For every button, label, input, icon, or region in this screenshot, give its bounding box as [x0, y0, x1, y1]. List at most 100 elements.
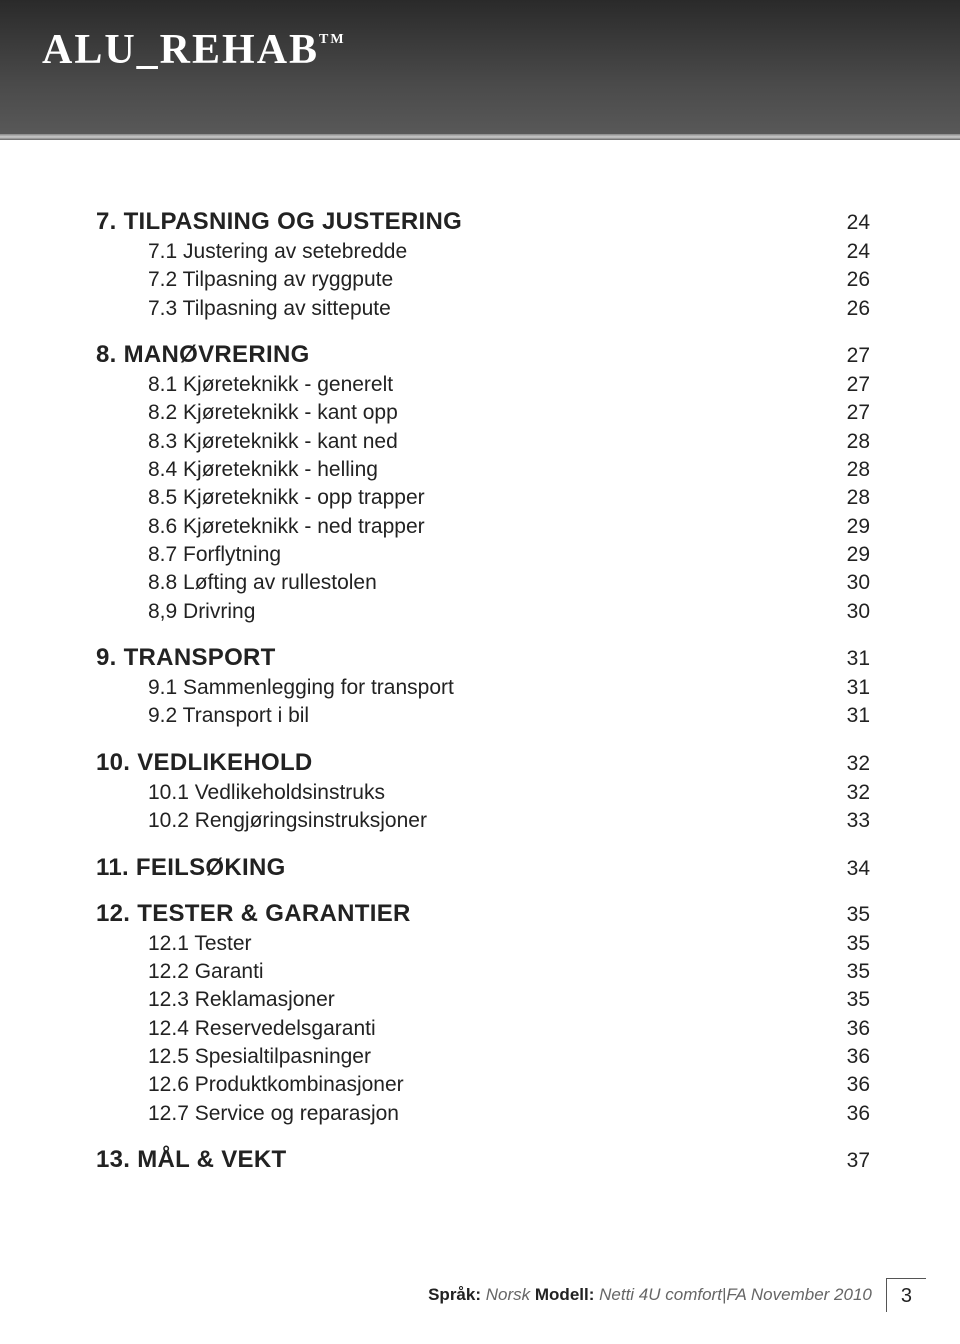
subsection-page: 29	[820, 513, 870, 541]
page-number-box: 3	[886, 1278, 926, 1312]
subsection-page: 27	[820, 399, 870, 427]
subsection-row: 12.2 Garanti35	[96, 958, 870, 986]
subsection-label: 12.1 Tester	[148, 930, 820, 958]
section-number: 10.	[96, 749, 137, 776]
section-heading-row: 13. MÅL & VEKT 37	[96, 1146, 870, 1174]
subsection-label: 12.2 Garanti	[148, 958, 820, 986]
subsection-row: 8.6 Kjøreteknikk - ned trapper29	[96, 513, 870, 541]
header-band: ALU_REHABTM	[0, 0, 960, 140]
subsection-page: 31	[820, 674, 870, 702]
section-heading-row: 8. MANØVRERING 27	[96, 341, 870, 369]
section-page: 27	[847, 344, 870, 368]
subsection-label: 12.5 Spesialtilpasninger	[148, 1043, 820, 1071]
subsection-label: 10.2 Rengjøringsinstruksjoner	[148, 807, 820, 835]
lang-value: Norsk	[486, 1285, 530, 1304]
subsection-row: 9.1 Sammenlegging for transport31	[96, 674, 870, 702]
subsection-label: 9.2 Transport i bil	[148, 702, 820, 730]
subsection-row: 12.7 Service og reparasjon36	[96, 1100, 870, 1128]
section-title: TILPASNING OG JUSTERING	[124, 208, 462, 235]
subsection-label: 12.7 Service og reparasjon	[148, 1100, 820, 1128]
subsection-row: 7.2 Tilpasning av ryggpute26	[96, 266, 870, 294]
subsection-page: 26	[820, 266, 870, 294]
section-heading: 7. TILPASNING OG JUSTERING	[96, 208, 462, 236]
subsection-label: 9.1 Sammenlegging for transport	[148, 674, 820, 702]
section-number: 7.	[96, 208, 124, 235]
section-title: FEILSØKING	[136, 854, 286, 881]
subsection-page: 35	[820, 986, 870, 1014]
subsection-row: 8.7 Forflytning29	[96, 541, 870, 569]
section-heading-row: 10. VEDLIKEHOLD 32	[96, 749, 870, 777]
subsection-label: 8.1 Kjøreteknikk - generelt	[148, 371, 820, 399]
toc-section: 7. TILPASNING OG JUSTERING247.1 Justerin…	[96, 208, 870, 323]
section-heading-row: 9. TRANSPORT31	[96, 644, 870, 672]
subsection-row: 9.2 Transport i bil31	[96, 702, 870, 730]
brand-logo: ALU_REHABTM	[42, 26, 346, 74]
subsection-label: 7.1 Justering av setebredde	[148, 238, 820, 266]
subsection-row: 8.8 Løfting av rullestolen30	[96, 569, 870, 597]
subsection-page: 26	[820, 295, 870, 323]
subsection-list: 10.1 Vedlikeholdsinstruks3210.2 Rengjøri…	[96, 779, 870, 836]
subsection-page: 36	[820, 1015, 870, 1043]
subsection-page: 29	[820, 541, 870, 569]
subsection-row: 8.3 Kjøreteknikk - kant ned28	[96, 428, 870, 456]
subsection-page: 31	[820, 702, 870, 730]
section-heading: 9. TRANSPORT	[96, 644, 276, 672]
lang-label: Språk:	[428, 1285, 481, 1304]
footer: Språk: Norsk Modell: Netti 4U comfort|FA…	[428, 1278, 926, 1312]
section-title: MANØVRERING	[124, 341, 310, 368]
subsection-label: 8.4 Kjøreteknikk - helling	[148, 456, 820, 484]
section-heading: 8. MANØVRERING	[96, 341, 310, 369]
subsection-page: 35	[820, 930, 870, 958]
section-page: 34	[847, 857, 870, 881]
section-number: 11.	[96, 854, 136, 881]
section-title: TESTER & GARANTIER	[137, 900, 410, 927]
subsection-row: 8.1 Kjøreteknikk - generelt27	[96, 371, 870, 399]
subsection-label: 8.5 Kjøreteknikk - opp trapper	[148, 484, 820, 512]
subsection-row: 8.5 Kjøreteknikk - opp trapper28	[96, 484, 870, 512]
section-page: 37	[847, 1149, 870, 1173]
subsection-label: 8.3 Kjøreteknikk - kant ned	[148, 428, 820, 456]
subsection-label: 8.2 Kjøreteknikk - kant opp	[148, 399, 820, 427]
subsection-label: 12.3 Reklamasjoner	[148, 986, 820, 1014]
subsection-list: 9.1 Sammenlegging for transport319.2 Tra…	[96, 674, 870, 731]
subsection-row: 12.6 Produktkombinasjoner36	[96, 1071, 870, 1099]
subsection-label: 8.6 Kjøreteknikk - ned trapper	[148, 513, 820, 541]
section-heading-row: 12. TESTER & GARANTIER35	[96, 900, 870, 928]
toc-content: 7. TILPASNING OG JUSTERING247.1 Justerin…	[0, 140, 960, 1174]
section-number: 12.	[96, 900, 137, 927]
toc-section: 10. VEDLIKEHOLD3210.1 Vedlikeholdsinstru…	[96, 749, 870, 836]
section-title: VEDLIKEHOLD	[137, 749, 312, 776]
subsection-row: 8,9 Drivring30	[96, 598, 870, 626]
section-number: 9.	[96, 644, 124, 671]
section-heading-row: 11. FEILSØKING 34	[96, 854, 870, 882]
section-number: 13.	[96, 1146, 137, 1173]
section-title: MÅL & VEKT	[137, 1146, 286, 1173]
subsection-label: 8.8 Løfting av rullestolen	[148, 569, 820, 597]
subsection-page: 28	[820, 484, 870, 512]
subsection-page: 36	[820, 1043, 870, 1071]
section-page: 32	[847, 752, 870, 776]
section-heading-row: 7. TILPASNING OG JUSTERING24	[96, 208, 870, 236]
subsection-row: 12.1 Tester35	[96, 930, 870, 958]
subsection-page: 32	[820, 779, 870, 807]
model-value: Netti 4U comfort|FA November 2010	[599, 1285, 872, 1304]
subsection-page: 35	[820, 958, 870, 986]
toc-section: 9. TRANSPORT319.1 Sammenlegging for tran…	[96, 644, 870, 731]
subsection-page: 30	[820, 569, 870, 597]
subsection-page: 33	[820, 807, 870, 835]
subsection-row: 7.3 Tilpasning av sittepute26	[96, 295, 870, 323]
toc-section: 13. MÅL & VEKT 37	[96, 1146, 870, 1174]
subsection-label: 7.3 Tilpasning av sittepute	[148, 295, 820, 323]
subsection-page: 30	[820, 598, 870, 626]
subsection-row: 7.1 Justering av setebredde24	[96, 238, 870, 266]
section-number: 8.	[96, 341, 124, 368]
subsection-row: 12.5 Spesialtilpasninger36	[96, 1043, 870, 1071]
toc-section: 12. TESTER & GARANTIER3512.1 Tester3512.…	[96, 900, 870, 1128]
subsection-row: 12.3 Reklamasjoner35	[96, 986, 870, 1014]
model-label: Modell:	[535, 1285, 595, 1304]
subsection-label: 7.2 Tilpasning av ryggpute	[148, 266, 820, 294]
subsection-label: 12.4 Reservedelsgaranti	[148, 1015, 820, 1043]
section-heading: 10. VEDLIKEHOLD	[96, 749, 313, 777]
subsection-row: 10.1 Vedlikeholdsinstruks32	[96, 779, 870, 807]
subsection-list: 12.1 Tester3512.2 Garanti3512.3 Reklamas…	[96, 930, 870, 1128]
